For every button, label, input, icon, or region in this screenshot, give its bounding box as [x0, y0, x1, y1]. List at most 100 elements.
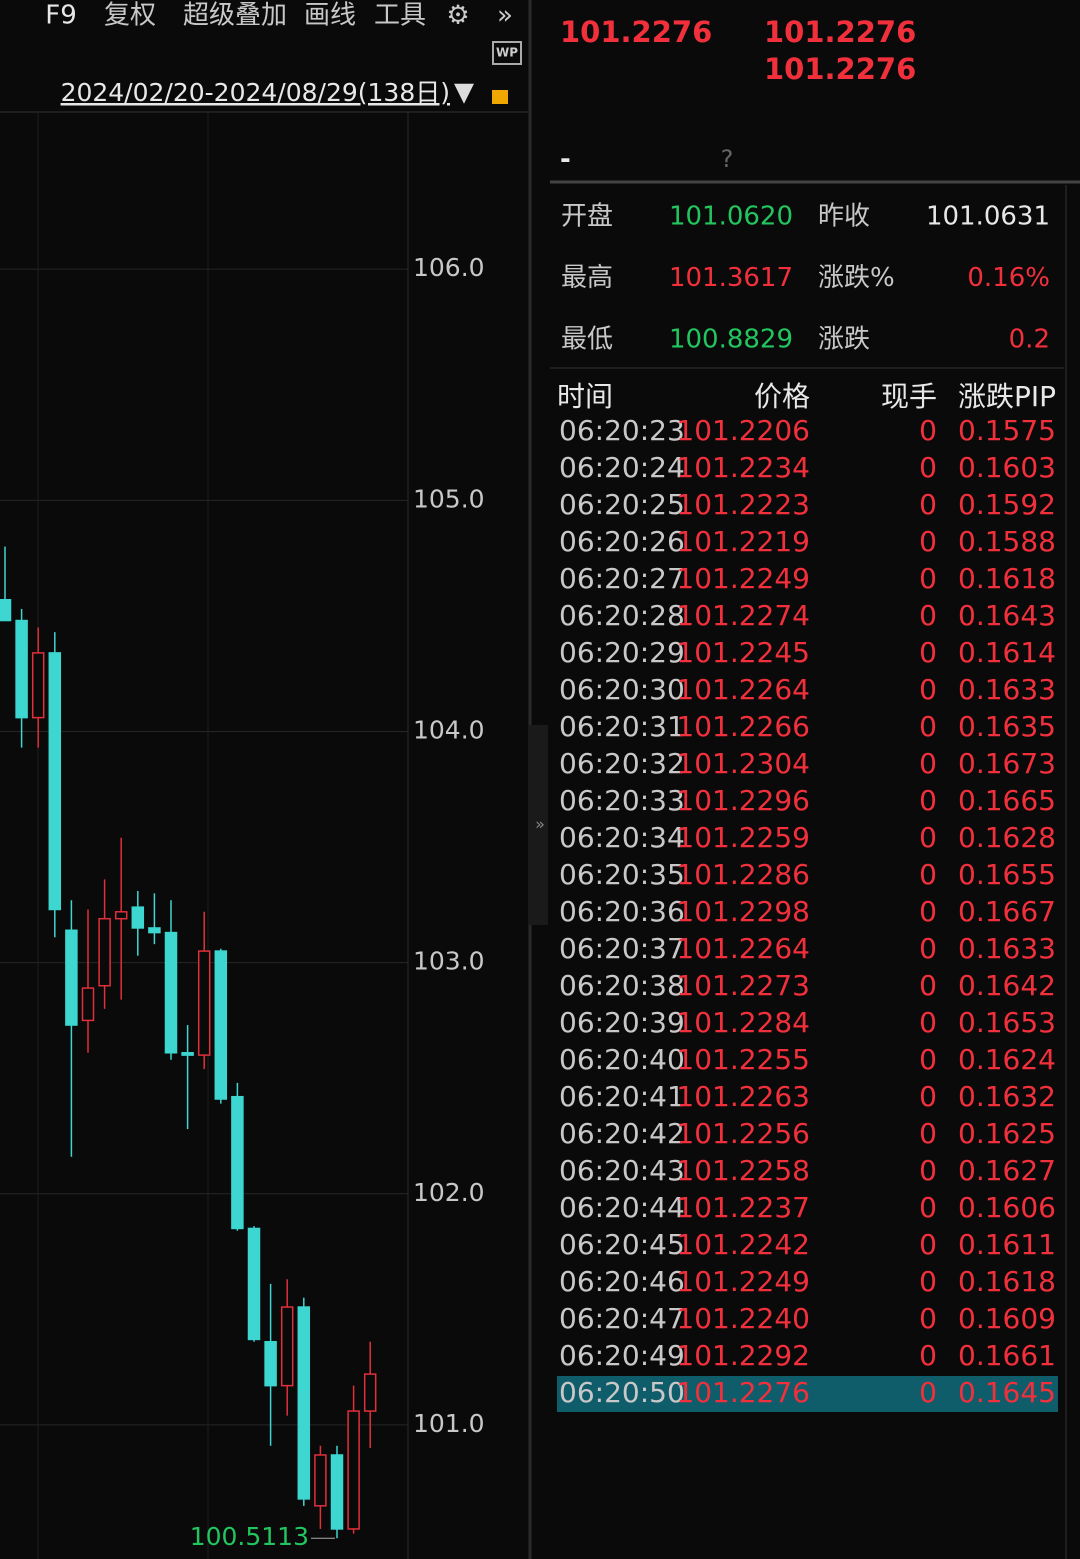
- table-cell[interactable]: 0.1614: [958, 636, 1056, 669]
- table-cell[interactable]: 0.1627: [958, 1154, 1056, 1187]
- toolbar-item[interactable]: 工具: [374, 1, 426, 31]
- table-cell[interactable]: 0.1643: [958, 599, 1056, 632]
- table-cell[interactable]: 0.1653: [958, 1006, 1056, 1039]
- table-cell[interactable]: 06:20:39: [559, 1006, 685, 1039]
- table-cell[interactable]: 101.2264: [676, 673, 810, 706]
- table-cell[interactable]: 101.2286: [676, 858, 810, 891]
- table-cell[interactable]: 0.1655: [958, 858, 1056, 891]
- table-cell[interactable]: 101.2206: [676, 414, 810, 447]
- table-cell[interactable]: 101.2242: [676, 1228, 810, 1261]
- table-cell[interactable]: 06:20:30: [559, 673, 685, 706]
- table-cell[interactable]: 06:20:35: [559, 858, 685, 891]
- table-cell[interactable]: 0.1606: [958, 1191, 1056, 1224]
- table-cell[interactable]: 0: [919, 932, 937, 965]
- table-cell[interactable]: 06:20:49: [559, 1339, 685, 1372]
- table-cell[interactable]: 101.2240: [676, 1302, 810, 1335]
- table-cell[interactable]: 06:20:32: [559, 747, 685, 780]
- table-cell[interactable]: 0: [919, 1191, 937, 1224]
- table-cell[interactable]: 0: [919, 1302, 937, 1335]
- table-cell[interactable]: 0.1575: [958, 414, 1056, 447]
- table-cell[interactable]: 0.1592: [958, 488, 1056, 521]
- lock-icon[interactable]: [492, 90, 508, 104]
- collapse-icon[interactable]: »: [535, 815, 545, 834]
- table-cell[interactable]: 06:20:27: [559, 562, 685, 595]
- table-cell[interactable]: 06:20:36: [559, 895, 685, 928]
- table-cell[interactable]: 0.1633: [958, 932, 1056, 965]
- table-cell[interactable]: 06:20:38: [559, 969, 685, 1002]
- table-cell[interactable]: 0.1588: [958, 525, 1056, 558]
- table-cell[interactable]: 0: [919, 1006, 937, 1039]
- table-cell[interactable]: 0: [919, 525, 937, 558]
- table-cell[interactable]: 101.2292: [676, 1339, 810, 1372]
- table-cell[interactable]: 101.2266: [676, 710, 810, 743]
- table-cell[interactable]: 101.2276: [676, 1376, 810, 1409]
- table-cell[interactable]: 0.1642: [958, 969, 1056, 1002]
- table-cell[interactable]: 0: [919, 562, 937, 595]
- table-cell[interactable]: 0: [919, 858, 937, 891]
- table-cell[interactable]: 0: [919, 488, 937, 521]
- table-cell[interactable]: 101.2284: [676, 1006, 810, 1039]
- table-cell[interactable]: 101.2264: [676, 932, 810, 965]
- table-cell[interactable]: 101.2298: [676, 895, 810, 928]
- table-cell[interactable]: 0.1609: [958, 1302, 1056, 1335]
- table-cell[interactable]: 0.1624: [958, 1043, 1056, 1076]
- table-cell[interactable]: 0.1632: [958, 1080, 1056, 1113]
- table-cell[interactable]: 0.1661: [958, 1339, 1056, 1372]
- table-cell[interactable]: 0: [919, 821, 937, 854]
- table-cell[interactable]: 0: [919, 710, 937, 743]
- table-cell[interactable]: 06:20:40: [559, 1043, 685, 1076]
- table-cell[interactable]: 0.1618: [958, 1265, 1056, 1298]
- table-cell[interactable]: 0.1611: [958, 1228, 1056, 1261]
- table-cell[interactable]: 0: [919, 451, 937, 484]
- table-cell[interactable]: 0: [919, 1080, 937, 1113]
- table-cell[interactable]: 06:20:37: [559, 932, 685, 965]
- table-cell[interactable]: 06:20:31: [559, 710, 685, 743]
- table-cell[interactable]: 101.2296: [676, 784, 810, 817]
- table-cell[interactable]: 0: [919, 1154, 937, 1187]
- table-cell[interactable]: 101.2263: [676, 1080, 810, 1113]
- table-cell[interactable]: 0: [919, 895, 937, 928]
- table-cell[interactable]: 0: [919, 1228, 937, 1261]
- table-cell[interactable]: 0.1635: [958, 710, 1056, 743]
- wp-label[interactable]: WP: [496, 46, 518, 60]
- table-cell[interactable]: 0: [919, 969, 937, 1002]
- table-cell[interactable]: 06:20:33: [559, 784, 685, 817]
- range-dropdown[interactable]: ▼: [454, 78, 474, 108]
- table-cell[interactable]: 0.1673: [958, 747, 1056, 780]
- table-cell[interactable]: 0: [919, 747, 937, 780]
- table-cell[interactable]: 06:20:43: [559, 1154, 685, 1187]
- table-cell[interactable]: 101.2274: [676, 599, 810, 632]
- toolbar-item[interactable]: 画线: [304, 1, 356, 31]
- table-cell[interactable]: 0: [919, 599, 937, 632]
- table-cell[interactable]: 0.1645: [958, 1376, 1056, 1409]
- table-cell[interactable]: 06:20:26: [559, 525, 685, 558]
- table-cell[interactable]: 0: [919, 1043, 937, 1076]
- table-cell[interactable]: 0.1633: [958, 673, 1056, 706]
- table-cell[interactable]: 101.2273: [676, 969, 810, 1002]
- table-cell[interactable]: 0.1618: [958, 562, 1056, 595]
- table-cell[interactable]: 06:20:24: [559, 451, 685, 484]
- table-cell[interactable]: 06:20:23: [559, 414, 685, 447]
- table-cell[interactable]: 06:20:50: [559, 1376, 685, 1409]
- table-cell[interactable]: 0: [919, 1376, 937, 1409]
- table-cell[interactable]: 0: [919, 636, 937, 669]
- table-cell[interactable]: 101.2256: [676, 1117, 810, 1150]
- wp-icon[interactable]: [492, 41, 522, 65]
- table-cell[interactable]: 101.2249: [676, 1265, 810, 1298]
- table-cell[interactable]: 101.2234: [676, 451, 810, 484]
- table-cell[interactable]: 06:20:42: [559, 1117, 685, 1150]
- table-cell[interactable]: 0.1625: [958, 1117, 1056, 1150]
- table-cell[interactable]: 0.1665: [958, 784, 1056, 817]
- table-cell[interactable]: 06:20:46: [559, 1265, 685, 1298]
- table-cell[interactable]: 06:20:41: [559, 1080, 685, 1113]
- table-cell[interactable]: 06:20:44: [559, 1191, 685, 1224]
- table-cell[interactable]: 0.1603: [958, 451, 1056, 484]
- date-range[interactable]: 2024/02/20-2024/08/29(138日): [61, 78, 450, 107]
- table-cell[interactable]: 06:20:47: [559, 1302, 685, 1335]
- table-cell[interactable]: 06:20:25: [559, 488, 685, 521]
- toolbar-item[interactable]: F9: [45, 1, 77, 31]
- table-cell[interactable]: 101.2259: [676, 821, 810, 854]
- table-cell[interactable]: 0: [919, 673, 937, 706]
- table-cell[interactable]: 101.2245: [676, 636, 810, 669]
- table-cell[interactable]: 0: [919, 784, 937, 817]
